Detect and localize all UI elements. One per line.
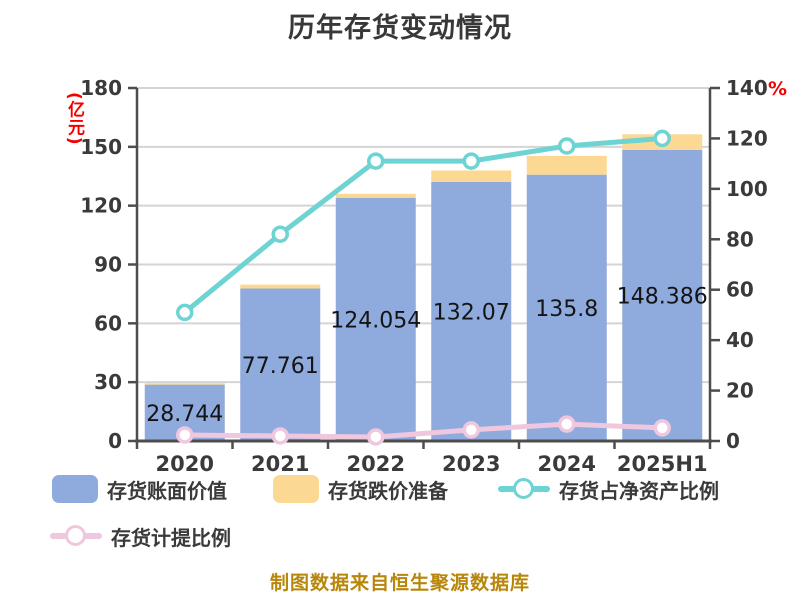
left-tick-label-150: 150	[80, 135, 122, 159]
left-tick-label-30: 30	[94, 370, 122, 394]
right-tick-label-0: 0	[726, 429, 740, 453]
bar-provision-2024	[526, 155, 607, 175]
right-tick-label-140: 140	[726, 76, 768, 100]
legend-line-marker-provision-ratio	[50, 522, 102, 550]
legend-label-provision: 存货跌价准备	[328, 478, 448, 503]
legend-swatch-book-value	[52, 475, 98, 503]
bar-book-value-2021	[240, 288, 321, 441]
chart-title: 历年存货变动情况	[288, 13, 512, 44]
right-tick-label-120: 120	[726, 126, 768, 150]
marker-net-asset-ratio-2020	[176, 303, 194, 322]
marker-net-asset-ratio-2022	[367, 152, 385, 170]
bar-value-label-2022: 124.054	[330, 308, 421, 333]
bar-value-label-2024: 135.8	[535, 297, 598, 322]
bar-provision-2022	[335, 193, 416, 198]
bar-value-label-2023: 132.07	[433, 300, 510, 325]
line-net-asset-ratio	[182, 135, 665, 315]
legend-label-book-value: 存货账面价值	[107, 478, 227, 503]
right-tick-label-60: 60	[726, 278, 754, 302]
left-axis-unit-label: (亿元)	[64, 92, 84, 146]
bar-value-label-2020: 28.744	[146, 402, 223, 427]
legend-line-marker-net-asset-ratio	[498, 475, 550, 503]
marker-provision-ratio-2023	[462, 421, 480, 439]
right-tick-label-100: 100	[726, 177, 768, 201]
left-tick-label-180: 180	[80, 76, 122, 100]
marker-provision-ratio-2021	[271, 427, 289, 445]
left-tick-label-120: 120	[80, 194, 122, 218]
source-note: 制图数据来自恒生聚源数据库	[269, 572, 530, 594]
right-tick-label-40: 40	[726, 328, 754, 352]
x-label-2020: 2020	[156, 452, 214, 476]
bar-value-label-2021: 77.761	[242, 354, 319, 379]
legend-item-book-value: 存货账面价值	[52, 475, 227, 503]
legend-label-provision-ratio: 存货计提比例	[111, 525, 231, 550]
marker-net-asset-ratio-2023	[462, 152, 480, 170]
marker-net-asset-ratio-2024	[558, 137, 576, 155]
bar-provision-2020	[144, 383, 225, 385]
bar-provision-2021	[240, 284, 321, 289]
bar-book-value-2024	[526, 174, 607, 442]
left-tick-label-0: 0	[108, 429, 122, 453]
x-label-2024: 2024	[538, 452, 596, 476]
marker-net-asset-ratio-2021	[271, 225, 289, 243]
bar-book-value-2023	[431, 181, 512, 442]
x-label-2022: 2022	[347, 452, 405, 476]
legend-item-provision-ratio: 存货计提比例	[50, 522, 231, 550]
legend-label-net-asset-ratio: 存货占净资产比例	[559, 478, 719, 503]
left-tick-label-90: 90	[94, 253, 122, 277]
right-tick-label-20: 20	[726, 379, 754, 403]
bar-book-value-2022	[335, 197, 416, 441]
bar-provision-2023	[431, 170, 512, 182]
bar-book-value-2025H1	[622, 149, 703, 441]
left-tick-label-60: 60	[94, 311, 122, 335]
legend-item-net-asset-ratio: 存货占净资产比例	[498, 475, 719, 503]
right-tick-label-80: 80	[726, 227, 754, 251]
legend-swatch-provision	[273, 475, 319, 503]
legend-item-provision: 存货跌价准备	[273, 475, 448, 503]
x-label-2021: 2021	[251, 452, 309, 476]
x-label-2025H1: 2025H1	[617, 452, 708, 476]
marker-provision-ratio-2024	[558, 415, 576, 433]
line-provision-ratio	[182, 421, 665, 440]
right-axis-unit-label: %	[768, 78, 788, 100]
x-label-2023: 2023	[442, 452, 500, 476]
bar-value-label-2025H1: 148.386	[617, 284, 708, 309]
marker-provision-ratio-2025H1	[653, 419, 671, 437]
marker-provision-ratio-2022	[367, 428, 385, 446]
marker-provision-ratio-2020	[176, 426, 194, 444]
marker-net-asset-ratio-2025H1	[653, 129, 671, 148]
